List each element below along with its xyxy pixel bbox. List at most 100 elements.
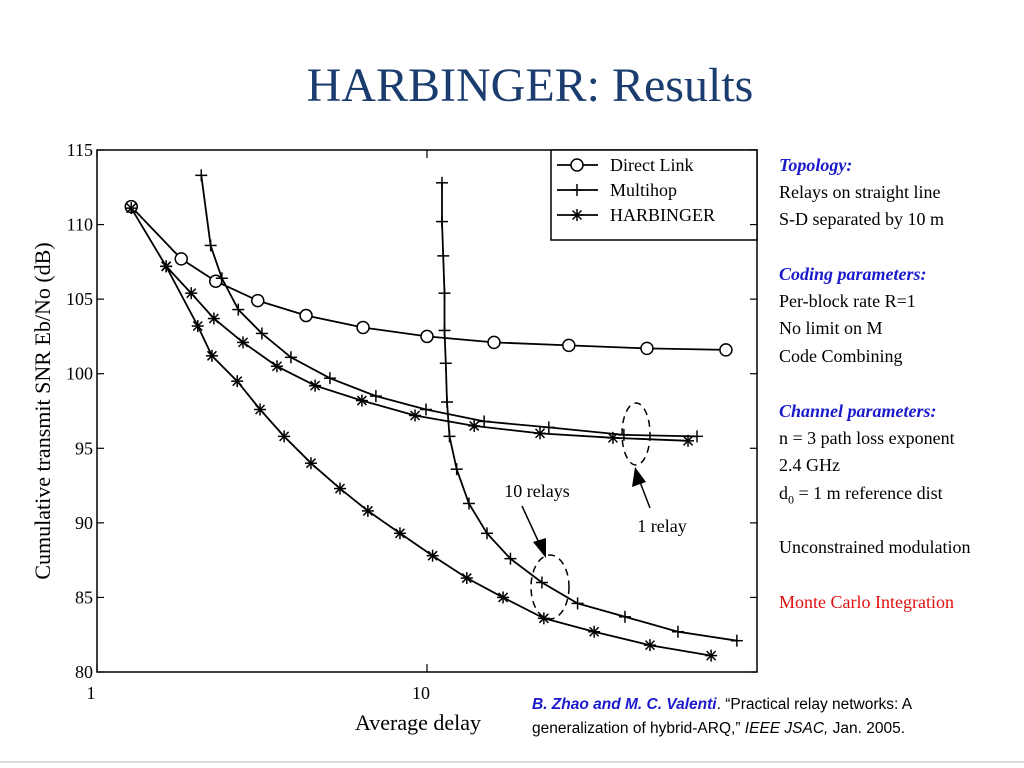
- marker: [640, 341, 654, 356]
- y-tick-label: 115: [67, 140, 93, 160]
- marker-part: [570, 158, 584, 172]
- subscript: 0: [788, 492, 794, 507]
- marker: [299, 308, 313, 323]
- y-tick-label: 105: [66, 289, 93, 309]
- note-line: 2.4 GHz: [779, 455, 840, 475]
- marker: [420, 329, 434, 344]
- marker: [185, 287, 198, 300]
- marker: [251, 293, 265, 308]
- marker: [468, 419, 481, 432]
- marker: [571, 209, 583, 221]
- marker: [215, 272, 228, 285]
- marker-part: [362, 505, 373, 516]
- marker: [571, 597, 584, 610]
- marker-part: [192, 320, 203, 332]
- x-tick-label: 1: [87, 683, 96, 703]
- marker: [409, 409, 422, 422]
- marker-part: [255, 404, 266, 415]
- citation: B. Zhao and M. C. Valenti. “Practical re…: [532, 693, 1012, 741]
- y-tick-label: 85: [75, 587, 93, 607]
- marker-part: [719, 343, 733, 357]
- note-line: No limit on M: [779, 318, 883, 338]
- annotation: 10 relays: [504, 481, 569, 501]
- marker-part: [461, 573, 472, 584]
- note-line: Unconstrained modulation: [779, 537, 971, 557]
- text: = 1 m reference dist: [794, 483, 943, 503]
- marker: [497, 591, 510, 604]
- marker-part: [644, 640, 656, 651]
- marker: [334, 482, 347, 495]
- marker: [606, 431, 619, 444]
- marker: [588, 625, 601, 638]
- legend-label: Direct Link: [610, 155, 693, 175]
- note-line: n = 3 path loss exponent: [779, 428, 955, 448]
- heading: Coding parameters:: [779, 264, 927, 284]
- marker-part: [237, 337, 249, 348]
- text: d: [779, 483, 788, 503]
- plot-area: [124, 169, 743, 662]
- marker: [255, 327, 268, 340]
- note-heading: Coding parameters:: [779, 264, 927, 284]
- marker-part: [420, 329, 434, 344]
- marker-part: [305, 458, 316, 469]
- arrow: [521, 505, 541, 546]
- marker-part: [299, 308, 313, 323]
- marker: [254, 403, 267, 416]
- marker: [443, 430, 456, 443]
- marker: [441, 396, 454, 409]
- marker: [309, 379, 322, 392]
- note-line: Monte Carlo Integration: [779, 592, 954, 612]
- marker: [207, 312, 220, 325]
- marker-part: [562, 338, 576, 353]
- marker: [204, 239, 217, 252]
- marker: [284, 351, 297, 364]
- marker-part: [251, 293, 265, 308]
- marker: [542, 421, 555, 434]
- y-tick-label: 110: [67, 215, 93, 235]
- marker-part: [356, 395, 367, 406]
- arrow: [639, 481, 651, 509]
- y-tick-label: 95: [75, 438, 93, 458]
- marker-part: [487, 335, 501, 350]
- marker: [278, 430, 291, 443]
- marker: [478, 415, 491, 428]
- note-line: Code Combining: [779, 346, 903, 366]
- marker: [237, 336, 250, 349]
- citation-title: . “Practical relay networks: A generaliz…: [532, 696, 912, 737]
- note-line: d0 = 1 m reference dist: [779, 483, 943, 510]
- note-line: Per-block rate R=1: [779, 291, 916, 311]
- marker: [208, 274, 223, 288]
- marker: [535, 576, 548, 589]
- arrow-head: [632, 467, 646, 487]
- marker-part: [394, 528, 405, 539]
- marker: [570, 158, 584, 172]
- marker: [481, 527, 494, 540]
- marker: [705, 649, 718, 662]
- ellipse: [621, 402, 651, 466]
- marker: [562, 338, 576, 353]
- marker-part: [279, 431, 290, 442]
- marker: [438, 324, 451, 337]
- marker-part: [706, 650, 717, 661]
- marker: [450, 463, 463, 476]
- citation-authors: B. Zhao and M. C. Valenti: [532, 696, 717, 713]
- marker-part: [607, 432, 618, 443]
- marker-part: [232, 376, 243, 387]
- marker: [533, 427, 546, 440]
- marker: [232, 303, 245, 316]
- marker-part: [208, 274, 223, 288]
- marker-part: [126, 203, 137, 214]
- marker: [435, 176, 448, 189]
- citation-date: Jan. 2005.: [828, 720, 906, 737]
- legend-label: Multihop: [610, 180, 677, 200]
- marker-part: [538, 613, 549, 624]
- y-tick-label: 100: [66, 364, 93, 384]
- marker: [231, 375, 244, 388]
- marker-part: [640, 341, 654, 356]
- marker: [618, 610, 631, 623]
- slide-title: HARBINGER: Results: [306, 59, 754, 112]
- marker: [355, 394, 368, 407]
- marker: [304, 457, 317, 470]
